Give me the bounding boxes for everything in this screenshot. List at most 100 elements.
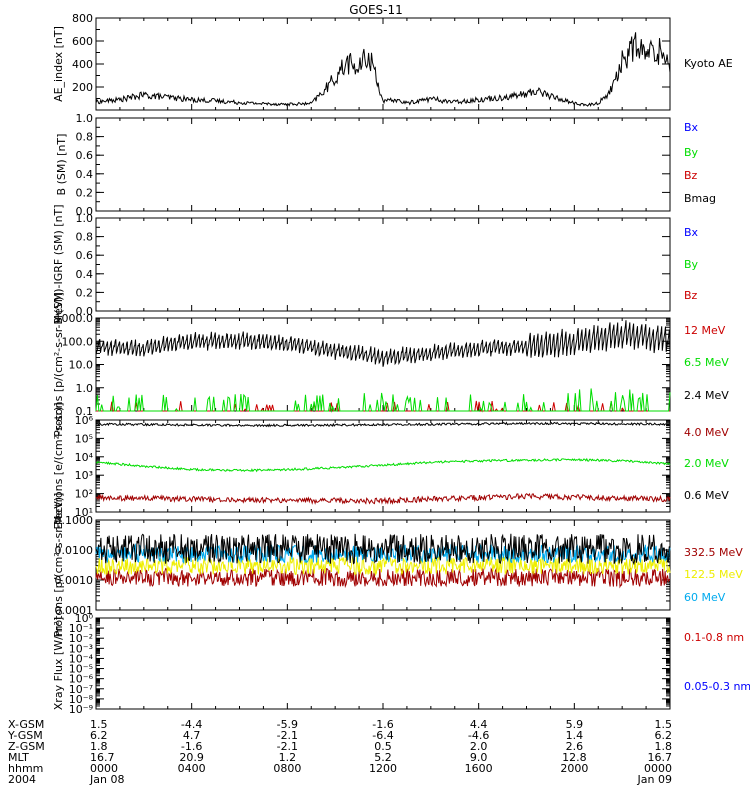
orbit-value: 1600 [465,762,493,775]
y-tick-label: 10⁻⁷ [69,683,93,696]
y-tick-label: 10⁻³ [69,642,93,655]
y-tick-label: 10⁻² [69,632,93,645]
legend-bx: Bx [684,121,699,134]
y-tick-label: 10⁶ [75,414,94,427]
legend-bz: Bz [684,169,698,182]
y-axis-label: Protons [p/(cm²-s-sr-MeV)] [52,493,65,638]
orbit-row-label: hhmm [8,762,43,775]
orbit-value: 1.5 [90,718,108,731]
orbit-value: 16.7 [90,751,115,764]
y-axis-label: B (SM) [nT] [55,134,68,196]
y-tick-label: 1.0 [76,212,94,225]
panel-frame [95,217,671,312]
orbit-row-label: Y-GSM [7,729,43,742]
orbit-value: -5.9 [277,718,298,731]
legend-2-4-mev: 2.4 MeV [684,389,729,402]
legend-bz: Bz [684,289,698,302]
orbit-value: 1.2 [279,751,297,764]
y-axis-label: Xray Flux [W/m²] [52,617,65,710]
panel-frame [95,17,671,111]
orbit-value: 0000 [644,762,672,775]
y-axis-label: Electrons [e/(cm²-s-sr)] [52,402,65,529]
series-332-5-mev [95,567,671,589]
y-tick-label: 0.1 [76,405,94,418]
y-tick-label: 10⁰ [75,612,94,625]
y-tick-label: 10¹ [75,506,93,519]
y-tick-label: 10⁻⁵ [69,663,93,676]
series-27-5-mev [95,533,671,566]
orbit-value: 0000 [90,762,118,775]
orbit-value: 1.8 [655,740,673,753]
y-axis-label: B (SM)-IGRF (SM) [nT] [52,204,65,324]
legend-122-5-mev: 122.5 MeV [684,568,743,581]
y-tick-label: 10⁴ [75,451,94,464]
y-tick-label: 0.6 [76,249,94,262]
y-tick-label: 0.4 [76,168,94,181]
y-tick-label: 0.0010 [55,574,94,587]
y-tick-label: 400 [72,58,93,71]
orbit-value: 5.2 [374,751,392,764]
legend-27-5-mev: 27.5 MeV [684,0,736,3]
y-tick-label: 10⁻¹ [69,622,93,635]
y-tick-label: 0.2 [76,286,94,299]
y-tick-label: 800 [72,12,93,25]
panel-ae_index: 200 400 600 800 AE_index [nT] Kyoto AE [52,12,733,111]
y-tick-label: 10² [75,488,93,501]
orbit-value: 2000 [560,762,588,775]
legend-0-6-mev: 0.6 MeV [684,489,729,502]
orbit-value: -6.4 [372,729,393,742]
orbit-row-label: 2004 [8,773,36,786]
orbit-value: 5.9 [566,718,584,731]
panel-b_sm: 0.0 0.2 0.4 0.6 0.8 1.0 B (SM) [nT] Bx By Bz Bmag [55,112,716,218]
plot-title: GOES-11 [349,3,403,17]
legend-2-0-mev: 2.0 MeV [684,457,729,470]
y-tick-label: 0.0 [76,205,94,218]
orbit-value: Jan 09 [637,773,672,786]
legend-332-5-mev: 332.5 MeV [684,546,743,559]
y-tick-label: 1.0 [76,112,94,125]
legend-kyoto-ae: Kyoto AE [684,57,733,70]
orbit-value: 0400 [178,762,206,775]
y-tick-label: 10⁻⁸ [69,693,94,706]
orbit-value: 4.4 [470,718,488,731]
orbit-value: 0800 [273,762,301,775]
y-tick-label: 0.8 [76,231,94,244]
panel-frame [95,617,671,710]
panel-frame [95,117,671,212]
panel-electrons: 10¹ 10² 10³ 10⁴ 10⁵ 10⁶ Electrons [e/(cm²-s-sr… [52,402,729,529]
legend-12-mev: 12 MeV [684,324,726,337]
y-tick-label: 10.0 [69,359,94,372]
y-tick-label: 100.0 [62,335,94,348]
orbit-row-label: Z-GSM [8,740,45,753]
y-tick-label: 0.2 [76,186,94,199]
y-tick-label: 600 [72,35,93,48]
orbit-value: 9.0 [470,751,488,764]
orbit-value: 6.2 [90,729,108,742]
orbit-value: 1.8 [90,740,108,753]
series-2-4-mev [95,320,671,367]
orbit-value: 1.5 [655,718,673,731]
panel-b_minus_igrf: 0.0 0.2 0.4 0.6 0.8 1.0 B (SM)-IGRF (SM) [nT] B… [52,204,699,324]
legend-4-0-mev: 4.0 MeV [684,426,729,439]
orbit-value: -4.4 [181,718,202,731]
orbit-value: 2.0 [470,740,488,753]
legend-6-5-mev: 6.5 MeV [684,356,729,369]
y-tick-label: 0.0001 [55,604,94,617]
y-axis-label: AE_index [nT] [52,26,65,102]
orbit-value: 12.8 [562,751,587,764]
orbit-value: -4.6 [468,729,489,742]
y-tick-label: 10⁻⁶ [69,673,94,686]
orbit-value: 4.7 [183,729,201,742]
y-tick-label: 10⁻⁴ [69,652,94,665]
y-tick-label: 0.0 [76,305,94,318]
y-tick-label: 0.4 [76,268,94,281]
orbit-value: -2.1 [277,740,298,753]
series-2-0-mev [95,457,671,473]
y-tick-label: 0.8 [76,131,94,144]
orbit-value: -1.6 [181,740,202,753]
legend-bmag: Bmag [684,192,716,205]
